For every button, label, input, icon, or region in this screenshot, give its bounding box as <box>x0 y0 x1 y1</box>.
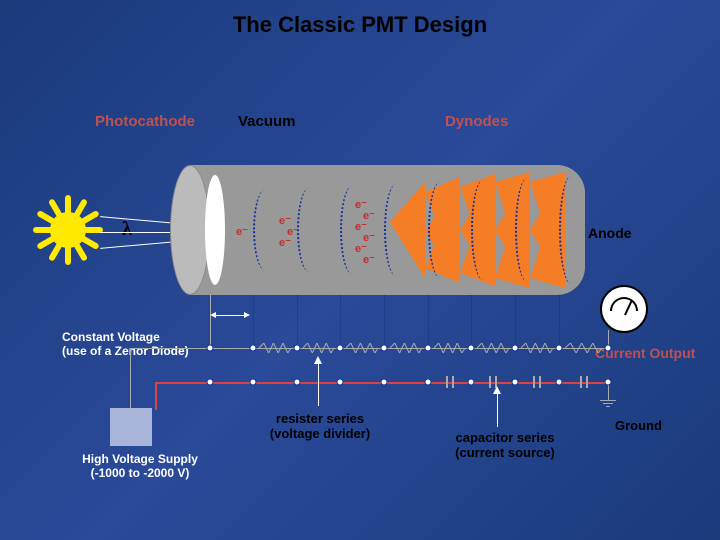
label-ground: Ground <box>615 418 662 433</box>
annotation-arrow <box>318 362 319 406</box>
pmt-tube-cap <box>170 165 210 295</box>
label-anode: Anode <box>588 225 632 241</box>
label-dynodes: Dynodes <box>445 113 508 130</box>
label-resister-series: resister series (voltage divider) <box>250 411 390 441</box>
capacitor-line1: capacitor series <box>435 430 575 445</box>
wire-red <box>155 382 157 410</box>
capacitor-line2: (current source) <box>435 445 575 460</box>
label-vacuum: Vacuum <box>238 113 296 130</box>
wire <box>603 403 613 404</box>
wire <box>600 400 616 401</box>
resister-line1: resister series <box>250 411 390 426</box>
label-hv-supply: High Voltage Supply (-1000 to -2000 V) <box>70 452 210 480</box>
page-title: The Classic PMT Design <box>0 0 720 38</box>
label-photocathode: Photocathode <box>95 113 195 130</box>
wire <box>210 295 211 348</box>
pmt-window <box>205 175 225 285</box>
annotation-arrow <box>215 315 245 316</box>
const-voltage-line2: (use of a Zenor Diode) <box>62 344 192 358</box>
light-source-icon <box>38 200 98 260</box>
resister-line2: (voltage divider) <box>250 426 390 441</box>
ammeter-icon <box>600 285 648 333</box>
wire <box>130 348 131 408</box>
annotation-arrow <box>497 392 498 427</box>
hv-supply-box <box>110 408 152 446</box>
label-constant-voltage: Constant Voltage (use of a Zenor Diode) <box>62 330 192 358</box>
hvs-line2: (-1000 to -2000 V) <box>70 466 210 480</box>
const-voltage-line1: Constant Voltage <box>62 330 192 344</box>
wire <box>606 406 610 407</box>
hvs-line1: High Voltage Supply <box>70 452 210 466</box>
label-capacitor-series: capacitor series (current source) <box>435 430 575 460</box>
label-lambda: λ <box>122 218 132 241</box>
wire <box>130 348 208 349</box>
